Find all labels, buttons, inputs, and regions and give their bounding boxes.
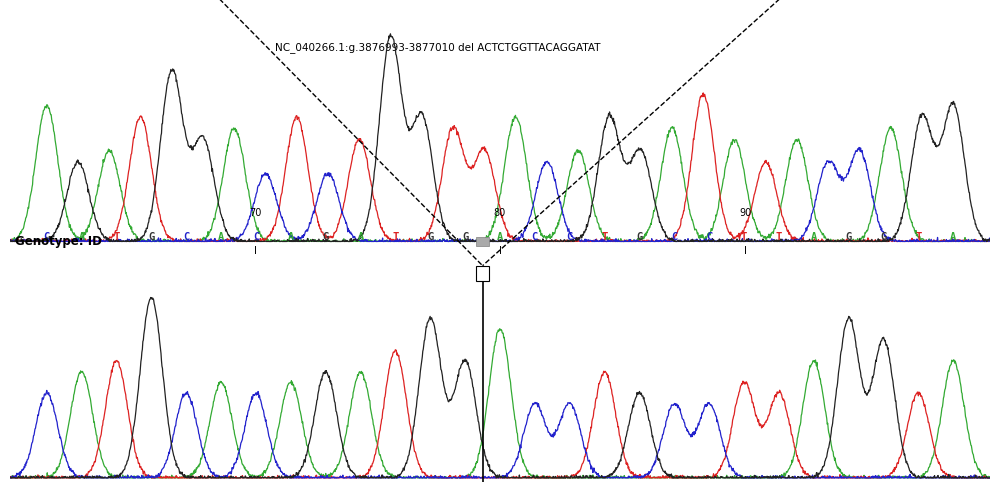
Text: G: G: [846, 232, 852, 242]
Text: G: G: [427, 232, 433, 242]
Text: A: A: [288, 232, 294, 242]
Text: 70: 70: [249, 208, 261, 218]
Text: G: G: [636, 232, 643, 242]
Text: A: A: [357, 232, 364, 242]
Text: T: T: [741, 232, 747, 242]
Text: C: C: [671, 232, 677, 242]
Text: C: C: [706, 232, 712, 242]
Text: T: T: [392, 232, 399, 242]
Text: A: A: [811, 232, 817, 242]
Text: C: C: [183, 232, 189, 242]
Text: A: A: [78, 232, 85, 242]
Bar: [476, 237, 489, 246]
Text: G: G: [880, 232, 887, 242]
Text: T: T: [915, 232, 922, 242]
Text: Genotype: ID: Genotype: ID: [15, 235, 102, 248]
Text: A: A: [218, 232, 224, 242]
Text: G: G: [462, 232, 468, 242]
Text: T: T: [601, 232, 608, 242]
Text: A: A: [950, 232, 956, 242]
Text: C: C: [44, 232, 50, 242]
Text: NC_040266.1:g.3876993-3877010 del ACTCTGGTTACAGGATAT: NC_040266.1:g.3876993-3877010 del ACTCTG…: [275, 42, 600, 54]
Text: G: G: [148, 232, 154, 242]
Text: C: C: [532, 232, 538, 242]
Text: 80: 80: [494, 208, 506, 218]
Text: 90: 90: [739, 208, 751, 218]
Text: T: T: [113, 232, 120, 242]
Text: A: A: [497, 232, 503, 242]
Text: C: C: [253, 232, 259, 242]
Text: G: G: [323, 232, 329, 242]
Bar: [476, 266, 489, 280]
Text: T: T: [776, 232, 782, 242]
Text: C: C: [567, 232, 573, 242]
